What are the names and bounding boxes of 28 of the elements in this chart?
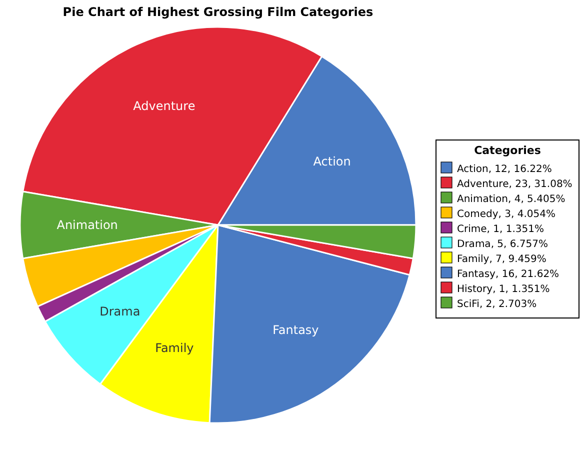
legend-label: Animation [457, 194, 508, 205]
legend-title: Categories [474, 144, 542, 157]
data-label: , 1, 1.351% [486, 224, 544, 235]
data-label: , 16, 21.62% [495, 269, 560, 280]
data-label: , 12, 16.22% [488, 164, 552, 175]
slice-label: Family [155, 341, 194, 356]
legend-label: Fantasy [457, 269, 496, 280]
legend-label: Crime [457, 224, 487, 235]
slice-label: Action [313, 154, 351, 168]
data-label: , 5, 6.757% [490, 239, 548, 250]
data-label: , 7, 9.459% [489, 254, 546, 265]
slice-label: Drama [100, 304, 140, 318]
slice-label: Animation [56, 218, 118, 232]
legend-label: Comedy [457, 209, 498, 220]
legend-label: Action [457, 164, 488, 175]
legend-label: SciFi [457, 299, 480, 310]
data-label: , 1, 1.351% [492, 284, 550, 295]
legend-label: Drama [457, 239, 491, 250]
legend-label: History [457, 284, 493, 295]
slice-label: Adventure [133, 98, 196, 113]
data-label: , 2, 2.703% [479, 299, 537, 310]
chart-title: Pie Chart of Highest Grossing Film Categories [62, 5, 374, 19]
legend-label: Family [457, 254, 490, 265]
data-label: , 4, 5.405% [508, 194, 566, 205]
data-label: , 3, 4.054% [498, 209, 556, 220]
data-label: , 23, 31.08% [508, 179, 572, 190]
slice-label: Fantasy [272, 323, 319, 338]
legend-label: Adventure [457, 179, 509, 190]
